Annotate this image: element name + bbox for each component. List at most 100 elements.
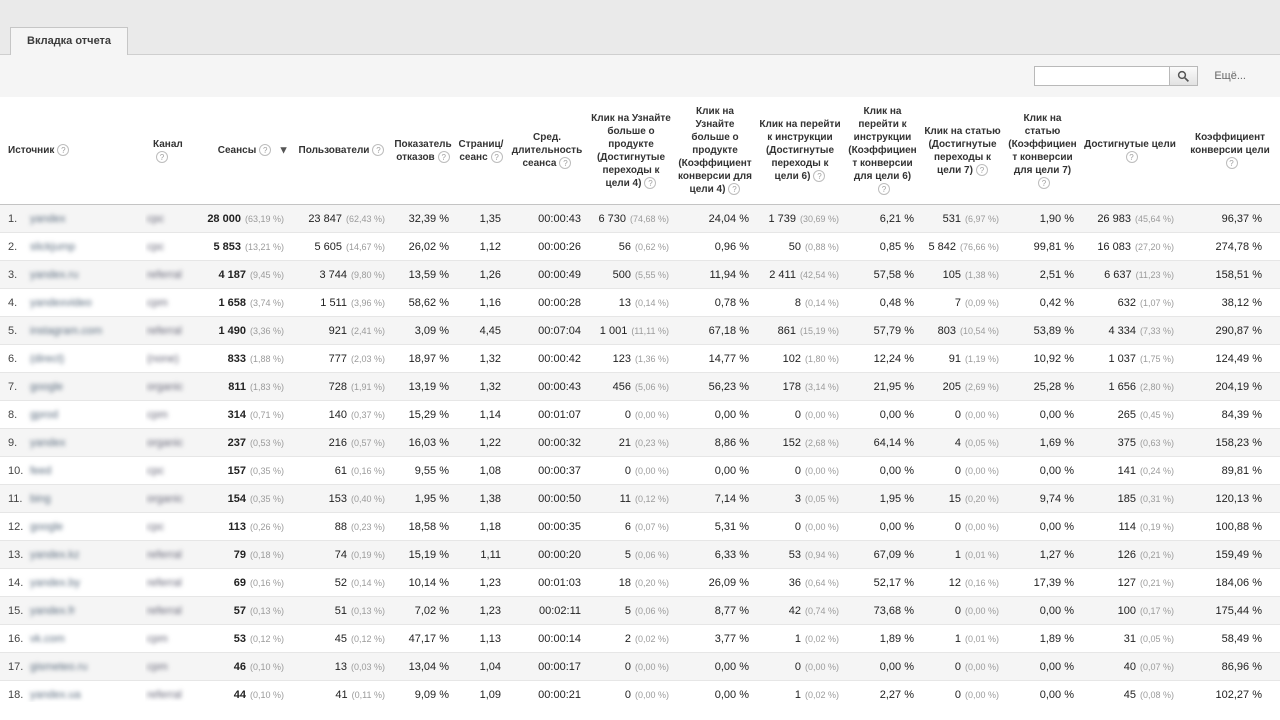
search-input[interactable]	[1034, 66, 1171, 86]
source-link[interactable]: (direct)	[30, 352, 65, 365]
metric-value: 89,81 %	[1221, 464, 1262, 477]
metric-percent-of-total: (0,10 %)	[249, 661, 284, 672]
column-header-avg-session-duration[interactable]: Сред. длительность сеанса?	[507, 97, 587, 205]
help-icon[interactable]: ?	[1125, 150, 1138, 163]
source-link[interactable]: yandex	[30, 436, 66, 449]
metric-value: 6 730	[598, 212, 626, 225]
metric-cell-goal6-rate: 0,00 %	[845, 400, 920, 429]
metric-percent-of-total: (1,91 %)	[350, 381, 385, 392]
help-icon[interactable]: ?	[437, 150, 450, 163]
help-icon[interactable]: ?	[57, 144, 70, 157]
source-link[interactable]: yandex.fr	[30, 604, 76, 617]
help-icon[interactable]: ?	[975, 163, 988, 176]
metric-cell-goal7-completions: 0 (0,00 %)	[920, 596, 1005, 625]
sort-desc-icon[interactable]: ▼	[278, 144, 289, 156]
metric-value: 74	[334, 548, 347, 561]
metric-cell-goal-completions: 40 (0,07 %)	[1080, 652, 1180, 681]
column-header-goal7-completions[interactable]: Клик на статью (Достигнутые переходы к ц…	[920, 97, 1005, 205]
metric-cell-bounce-rate: 9,09 %	[391, 680, 455, 702]
help-icon[interactable]: ?	[490, 150, 503, 163]
metric-value: 0	[794, 660, 801, 673]
source-link[interactable]: feed	[30, 464, 52, 477]
source-link[interactable]: google	[30, 520, 64, 533]
metric-percent-of-total: (0,12 %)	[249, 633, 284, 644]
metric-value: 1,35	[479, 212, 501, 225]
column-label-users: Пользователи	[298, 145, 370, 156]
table-row: 6. (direct) (none) 833 (1,88 %) 777 (2,03 %) 18…	[0, 344, 1280, 373]
metric-cell-sessions: 157 (0,35 %)	[197, 456, 292, 485]
metric-value: 10,92 %	[1033, 352, 1074, 365]
more-link[interactable]: Ещё...	[1214, 70, 1246, 82]
metric-cell-goal4-completions: 13 (0,14 %)	[587, 288, 675, 317]
metric-cell-goal-conversion-rate: 38,12 %	[1180, 288, 1280, 317]
column-header-goal7-rate[interactable]: Клик на статью (Коэффициент конверсии дл…	[1005, 97, 1080, 205]
channel-cell: referral	[145, 568, 197, 597]
metric-cell-goal6-completions: 42 (0,74 %)	[755, 596, 845, 625]
search-button[interactable]	[1170, 66, 1199, 86]
help-icon[interactable]: ?	[372, 144, 385, 157]
source-link[interactable]: yandex.by	[30, 576, 81, 589]
source-link[interactable]: instagram.com	[30, 324, 103, 337]
source-link[interactable]: gprod	[30, 408, 59, 421]
source-link[interactable]: bing	[30, 492, 51, 505]
metric-cell-goal6-rate: 64,14 %	[845, 428, 920, 457]
metric-cell-bounce-rate: 7,02 %	[391, 596, 455, 625]
column-header-bounce-rate[interactable]: Показатель отказов?	[391, 97, 455, 205]
metric-value: 5 605	[314, 240, 342, 253]
column-header-goal6-rate[interactable]: Клик на перейти к инструкции (Коэффициен…	[845, 97, 920, 205]
metric-value: 13	[334, 660, 347, 673]
column-header-pages-per-session[interactable]: Страниц/ сеанс?	[455, 97, 507, 205]
column-header-users[interactable]: Пользователи?	[292, 97, 391, 205]
column-header-goal4-rate[interactable]: Клик на Узнайте больше о продукте (Коэфф…	[675, 97, 755, 205]
metric-value: 1 658	[218, 296, 246, 309]
metric-cell-users: 23 847 (62,43 %)	[292, 204, 391, 233]
source-link[interactable]: vk.com	[30, 632, 65, 645]
metric-cell-goal6-completions: 1 739 (30,69 %)	[755, 204, 845, 233]
help-icon[interactable]: ?	[644, 176, 657, 189]
metric-percent-of-total: (0,00 %)	[964, 409, 999, 420]
tab-report[interactable]: Вкладка отчета	[10, 27, 129, 55]
metric-cell-goal4-rate: 8,77 %	[675, 596, 755, 625]
help-icon[interactable]: ?	[156, 150, 168, 163]
metric-cell-sessions: 113 (0,26 %)	[197, 512, 292, 541]
column-header-sessions[interactable]: Сеансы? ▼	[197, 97, 292, 205]
metric-cell-users: 88 (0,23 %)	[292, 512, 391, 541]
metric-percent-of-total: (0,12 %)	[350, 633, 385, 644]
help-icon[interactable]: ?	[259, 144, 272, 157]
help-icon[interactable]: ?	[559, 157, 572, 170]
metric-value: 44	[233, 688, 246, 701]
column-header-goal6-completions[interactable]: Клик на перейти к инструкции (Достигнуты…	[755, 97, 845, 205]
source-link[interactable]: yandexvideo	[30, 296, 92, 309]
source-link[interactable]: yandex.kz	[30, 548, 80, 561]
metric-percent-of-total: (0,45 %)	[1139, 409, 1174, 420]
help-icon[interactable]: ?	[1038, 176, 1050, 189]
source-link[interactable]: google	[30, 380, 64, 393]
source-link[interactable]: slickjump	[30, 240, 76, 253]
column-header-source[interactable]: Источник?	[0, 97, 145, 205]
column-header-goal-completions[interactable]: Достигнутые цели?	[1080, 97, 1180, 205]
metric-value: 175,44 %	[1215, 604, 1262, 617]
metric-cell-goal6-completions: 102 (1,80 %)	[755, 344, 845, 373]
source-link[interactable]: yandex	[30, 212, 66, 225]
metric-value: 12	[948, 576, 961, 589]
metric-percent-of-total: (15,19 %)	[799, 325, 839, 336]
metric-percent-of-total: (0,10 %)	[249, 689, 284, 700]
source-link[interactable]: yandex.ru	[30, 268, 79, 281]
column-header-goal4-completions[interactable]: Клик на Узнайте больше о продукте (Дости…	[587, 97, 675, 205]
metric-cell-users: 41 (0,11 %)	[292, 680, 391, 702]
metric-value: 10,14 %	[408, 576, 449, 589]
metric-value: 31	[1123, 632, 1136, 645]
metric-cell-goal6-rate: 52,17 %	[845, 568, 920, 597]
column-header-channel[interactable]: Канал?	[145, 97, 197, 205]
help-icon[interactable]: ?	[878, 183, 890, 196]
source-link[interactable]: yandex.ua	[30, 688, 81, 701]
help-icon[interactable]: ?	[728, 183, 741, 196]
column-header-goal-conversion-rate[interactable]: Коэффициент конверсии цели?	[1180, 97, 1280, 205]
help-icon[interactable]: ?	[1225, 157, 1238, 170]
metric-cell-users: 5 605 (14,67 %)	[292, 232, 391, 261]
help-icon[interactable]: ?	[813, 170, 826, 183]
source-link[interactable]: gismeteo.ru	[30, 660, 88, 673]
metric-value: 1 511	[320, 296, 347, 309]
metric-percent-of-total: (1,88 %)	[249, 353, 284, 364]
metric-value: 00:01:07	[538, 408, 581, 421]
